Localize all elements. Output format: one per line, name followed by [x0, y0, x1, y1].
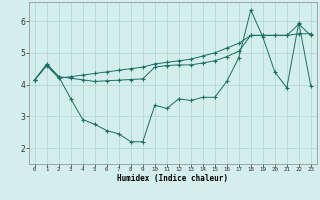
- X-axis label: Humidex (Indice chaleur): Humidex (Indice chaleur): [117, 174, 228, 183]
